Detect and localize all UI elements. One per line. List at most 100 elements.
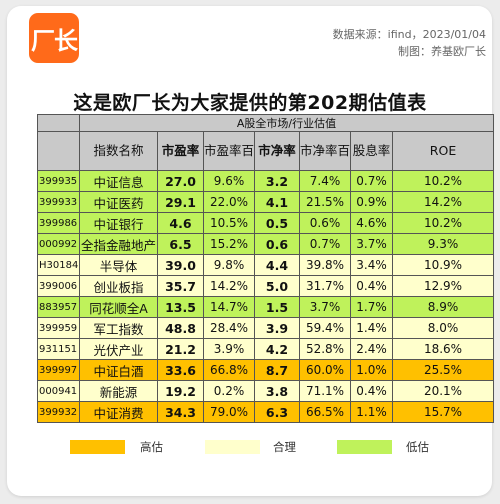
pb-cell: 4.4 <box>254 254 300 276</box>
pe-cell: 35.7 <box>157 275 204 297</box>
brand-logo: 厂长 <box>29 13 79 63</box>
index-code-cell: 399932 <box>37 401 80 423</box>
pb-cell: 8.7 <box>254 359 300 381</box>
code-column-header <box>37 131 80 171</box>
column-header-dividend: 股息率 <box>350 131 393 171</box>
roe-cell: 18.6% <box>391 338 495 360</box>
roe-cell: 25.5% <box>391 359 495 381</box>
legend: 高估 合理 低估 <box>0 440 500 456</box>
table-row: H30184 半导体 39.0 9.8% 4.4 39.8% 3.4% 10.9% <box>37 254 495 276</box>
index-code-cell: 399997 <box>37 359 80 381</box>
table-row: 000941 新能源 19.2 0.2% 3.8 71.1% 0.4% 20.1% <box>37 380 495 402</box>
pb-cell: 4.1 <box>254 191 300 213</box>
legend-label-fair: 合理 <box>273 440 296 454</box>
valuation-table: A股全市场/行业估值 指数名称 市盈率 市盈率百分位 市净率 市净率百分位 股息… <box>37 114 495 423</box>
table-row: 000992 全指金融地产 6.5 15.2% 0.6 0.7% 3.7% 9.3% <box>37 233 495 255</box>
pb-percentile-cell: 39.8% <box>299 254 351 276</box>
pe-percentile-cell: 10.5% <box>203 212 255 234</box>
legend-label-low: 低估 <box>406 440 429 454</box>
index-name-cell: 中证银行 <box>79 212 158 234</box>
index-code-cell: 931151 <box>37 338 80 360</box>
pe-cell: 33.6 <box>157 359 204 381</box>
roe-cell: 10.2% <box>391 212 495 234</box>
table-row: 931151 光伏产业 21.2 3.9% 4.2 52.8% 2.4% 18.6% <box>37 338 495 360</box>
table-row: 399997 中证白酒 33.6 66.8% 8.7 60.0% 1.0% 25.5% <box>37 359 495 381</box>
pe-percentile-cell: 22.0% <box>203 191 255 213</box>
pe-cell: 29.1 <box>157 191 204 213</box>
pe-percentile-cell: 14.2% <box>203 275 255 297</box>
pe-percentile-cell: 0.2% <box>203 380 255 402</box>
index-name-cell: 中证医药 <box>79 191 158 213</box>
roe-cell: 9.3% <box>391 233 495 255</box>
index-name-cell: 半导体 <box>79 254 158 276</box>
dividend-yield-cell: 1.1% <box>350 401 393 423</box>
roe-cell: 10.2% <box>391 170 495 192</box>
pb-percentile-cell: 31.7% <box>299 275 351 297</box>
pe-cell: 21.2 <box>157 338 204 360</box>
index-name-cell: 中证信息 <box>79 170 158 192</box>
table-body: 399935 中证信息 27.0 9.6% 3.2 7.4% 0.7% 10.2% 399933… <box>37 170 495 423</box>
column-header-pe-pct: 市盈率百分位 <box>203 131 255 171</box>
pe-cell: 6.5 <box>157 233 204 255</box>
pb-cell: 6.3 <box>254 401 300 423</box>
pe-percentile-cell: 14.7% <box>203 296 255 318</box>
pe-cell: 34.3 <box>157 401 204 423</box>
dividend-yield-cell: 1.4% <box>350 317 393 339</box>
pe-cell: 48.8 <box>157 317 204 339</box>
pb-percentile-cell: 21.5% <box>299 191 351 213</box>
column-header-pb: 市净率 <box>254 131 300 171</box>
index-code-cell: 000941 <box>37 380 80 402</box>
index-name-cell: 光伏产业 <box>79 338 158 360</box>
index-name-cell: 中证白酒 <box>79 359 158 381</box>
pb-cell: 3.9 <box>254 317 300 339</box>
table-row: 399935 中证信息 27.0 9.6% 3.2 7.4% 0.7% 10.2% <box>37 170 495 192</box>
dividend-yield-cell: 0.4% <box>350 275 393 297</box>
pb-percentile-cell: 0.6% <box>299 212 351 234</box>
index-name-cell: 中证消费 <box>79 401 158 423</box>
chart-maker-text: 制图：养基欧厂长 <box>398 45 486 58</box>
table-super-header: A股全市场/行业估值 <box>78 114 495 132</box>
pb-cell: 0.5 <box>254 212 300 234</box>
index-code-cell: 399933 <box>37 191 80 213</box>
pe-percentile-cell: 28.4% <box>203 317 255 339</box>
dividend-yield-cell: 0.7% <box>350 170 393 192</box>
pe-cell: 4.6 <box>157 212 204 234</box>
pb-cell: 1.5 <box>254 296 300 318</box>
pb-percentile-cell: 60.0% <box>299 359 351 381</box>
index-name-cell: 同花顺全A <box>79 296 158 318</box>
dividend-yield-cell: 1.0% <box>350 359 393 381</box>
pe-cell: 27.0 <box>157 170 204 192</box>
column-header-name: 指数名称 <box>79 131 158 171</box>
index-code-cell: 399006 <box>37 275 80 297</box>
index-code-cell: 883957 <box>37 296 80 318</box>
index-name-cell: 新能源 <box>79 380 158 402</box>
dividend-yield-cell: 3.7% <box>350 233 393 255</box>
table-row: 399933 中证医药 29.1 22.0% 4.1 21.5% 0.9% 14.2% <box>37 191 495 213</box>
index-code-cell: 000992 <box>37 233 80 255</box>
pb-percentile-cell: 3.7% <box>299 296 351 318</box>
pe-percentile-cell: 9.8% <box>203 254 255 276</box>
legend-swatch-high <box>70 440 125 454</box>
dividend-yield-cell: 0.9% <box>350 191 393 213</box>
column-header-pe: 市盈率 <box>157 131 204 171</box>
table-row: 399986 中证银行 4.6 10.5% 0.5 0.6% 4.6% 10.2% <box>37 212 495 234</box>
pb-cell: 3.8 <box>254 380 300 402</box>
pb-cell: 4.2 <box>254 338 300 360</box>
roe-cell: 20.1% <box>391 380 495 402</box>
pb-percentile-cell: 7.4% <box>299 170 351 192</box>
table-row: 399006 创业板指 35.7 14.2% 5.0 31.7% 0.4% 12.9% <box>37 275 495 297</box>
pe-percentile-cell: 79.0% <box>203 401 255 423</box>
pe-percentile-cell: 15.2% <box>203 233 255 255</box>
roe-cell: 8.0% <box>391 317 495 339</box>
roe-cell: 14.2% <box>391 191 495 213</box>
index-code-cell: 399986 <box>37 212 80 234</box>
pb-percentile-cell: 0.7% <box>299 233 351 255</box>
table-row: 883957 同花顺全A 13.5 14.7% 1.5 3.7% 1.7% 8.9% <box>37 296 495 318</box>
index-code-cell: H30184 <box>37 254 80 276</box>
index-code-cell: 399935 <box>37 170 80 192</box>
index-name-cell: 军工指数 <box>79 317 158 339</box>
index-name-cell: 全指金融地产 <box>79 233 158 255</box>
pb-cell: 3.2 <box>254 170 300 192</box>
roe-cell: 12.9% <box>391 275 495 297</box>
table-row: 399959 军工指数 48.8 28.4% 3.9 59.4% 1.4% 8.0% <box>37 317 495 339</box>
